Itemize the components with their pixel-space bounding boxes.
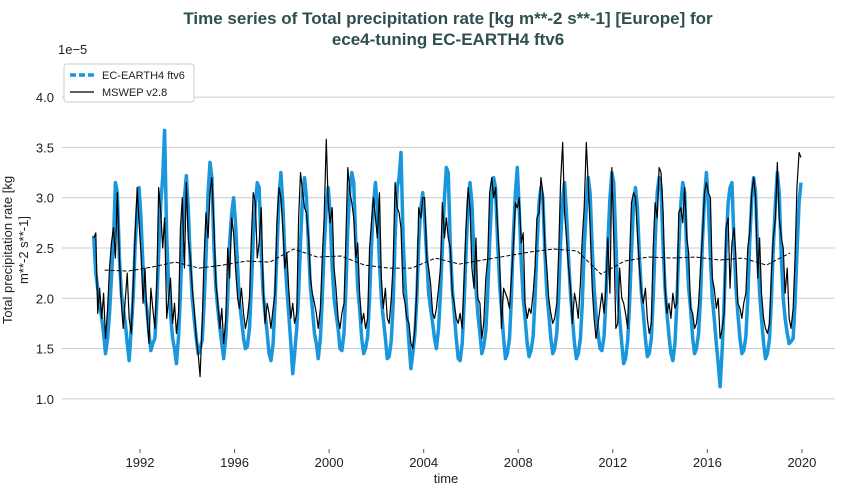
y-offset-label: 1e−5: [58, 42, 87, 57]
x-axis-label: time: [434, 471, 459, 486]
series-line: [91, 128, 803, 389]
y-tick-label: 2.5: [36, 241, 54, 256]
legend-label: MSWEP v2.8: [102, 87, 167, 99]
y-tick-label: 2.0: [36, 291, 54, 306]
x-tick-label: 2012: [598, 455, 627, 470]
y-tick-label: 3.5: [36, 140, 54, 155]
chart-title: ece4-tuning EC-EARTH4 ftv6: [332, 30, 564, 49]
x-tick-label: 2000: [315, 455, 344, 470]
x-tick-label: 2004: [409, 455, 438, 470]
y-tick-label: 1.0: [36, 392, 54, 407]
x-tick-label: 1996: [220, 455, 249, 470]
x-tick-label: 2020: [787, 455, 816, 470]
y-axis-label: m**-2 s**-1]: [16, 216, 31, 284]
legend-label: EC-EARTH4 ftv6: [102, 70, 185, 82]
annual-mean-line: [104, 248, 791, 275]
y-tick-label: 4.0: [36, 90, 54, 105]
series-line: [93, 138, 802, 378]
y-tick-label: 3.0: [36, 191, 54, 206]
legend-box: [63, 63, 195, 103]
x-tick-label: 1992: [126, 455, 155, 470]
x-tick-label: 2008: [504, 455, 533, 470]
y-tick-label: 1.5: [36, 342, 54, 357]
y-axis-label: Total precipitation rate [kg: [0, 176, 15, 324]
chart-title: Time series of Total precipitation rate …: [183, 9, 713, 28]
x-tick-label: 2016: [693, 455, 722, 470]
